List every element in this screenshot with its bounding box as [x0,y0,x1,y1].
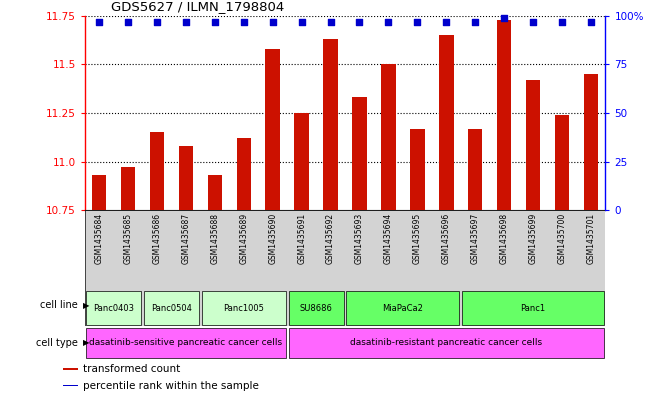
Text: GDS5627 / ILMN_1798804: GDS5627 / ILMN_1798804 [111,0,284,13]
Text: GSM1435699: GSM1435699 [529,213,538,264]
Bar [63,385,78,386]
Text: GSM1435689: GSM1435689 [240,213,248,264]
Bar [352,97,367,210]
Text: GSM1435685: GSM1435685 [124,213,133,264]
Bar [92,175,106,210]
Bar [288,292,344,325]
Bar [439,35,454,210]
Point [123,18,133,25]
Bar [202,292,286,325]
Point [441,18,452,25]
Text: MiaPaCa2: MiaPaCa2 [382,304,423,313]
Text: Panc1: Panc1 [521,304,546,313]
Bar [121,167,135,210]
Text: GSM1435684: GSM1435684 [94,213,104,264]
Bar [144,292,199,325]
Text: dasatinib-resistant pancreatic cancer cells: dasatinib-resistant pancreatic cancer ce… [350,338,542,347]
Point [296,18,307,25]
Bar [150,132,164,210]
Text: cell type: cell type [36,338,78,348]
Text: ▶: ▶ [83,301,89,310]
Text: GSM1435700: GSM1435700 [557,213,566,264]
Bar [86,328,286,358]
Text: GSM1435695: GSM1435695 [413,213,422,264]
Text: GSM1435691: GSM1435691 [297,213,306,264]
Point [268,18,278,25]
Bar [526,80,540,210]
Point [210,18,220,25]
Text: GSM1435692: GSM1435692 [326,213,335,264]
Bar [294,113,309,210]
Text: ▶: ▶ [83,338,89,347]
Text: GSM1435687: GSM1435687 [182,213,190,264]
Text: SU8686: SU8686 [299,304,333,313]
Point [181,18,191,25]
Bar [178,146,193,210]
Point [326,18,336,25]
Text: GSM1435698: GSM1435698 [500,213,508,264]
Text: GSM1435694: GSM1435694 [384,213,393,264]
Text: transformed count: transformed count [83,364,180,374]
Text: GSM1435696: GSM1435696 [442,213,450,264]
Text: dasatinib-sensitive pancreatic cancer cells: dasatinib-sensitive pancreatic cancer ce… [89,338,283,347]
Bar [324,39,338,210]
Text: GSM1435701: GSM1435701 [587,213,596,264]
Point [354,18,365,25]
Bar [236,138,251,210]
Point [94,18,104,25]
Text: GSM1435688: GSM1435688 [210,213,219,264]
Point [586,18,596,25]
Bar [346,292,460,325]
Point [152,18,162,25]
Text: GSM1435686: GSM1435686 [152,213,161,264]
Point [470,18,480,25]
Bar [381,64,396,210]
Point [528,18,538,25]
Point [499,15,509,21]
Bar [208,175,222,210]
Text: Panc0504: Panc0504 [151,304,192,313]
Bar [468,129,482,210]
Point [412,18,422,25]
Text: GSM1435690: GSM1435690 [268,213,277,264]
Text: percentile rank within the sample: percentile rank within the sample [83,380,259,391]
Bar [497,20,512,210]
Bar [584,74,598,210]
Bar [288,328,604,358]
Point [238,18,249,25]
Point [383,18,394,25]
Bar [86,292,141,325]
Bar [462,292,604,325]
Bar [410,129,424,210]
Bar [266,49,280,210]
Text: cell line: cell line [40,300,78,310]
Point [557,18,567,25]
Bar [63,368,78,370]
Text: GSM1435693: GSM1435693 [355,213,364,264]
Text: GSM1435697: GSM1435697 [471,213,480,264]
Text: Panc1005: Panc1005 [223,304,264,313]
Bar [555,115,569,210]
Text: Panc0403: Panc0403 [93,304,134,313]
